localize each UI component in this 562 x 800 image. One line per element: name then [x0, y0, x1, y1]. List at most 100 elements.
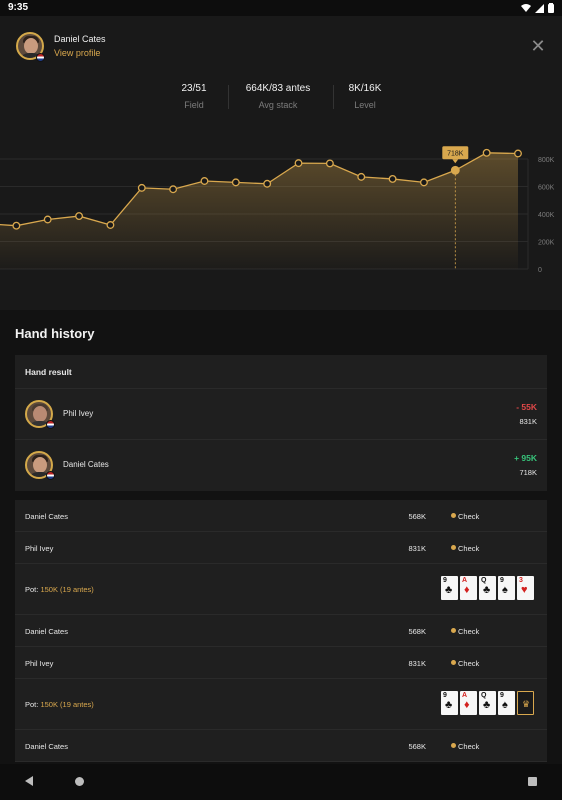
avatar[interactable]	[16, 32, 44, 60]
action-label: Check	[458, 512, 480, 521]
stat-value: 664K/83 antes	[245, 83, 311, 94]
series-line	[0, 152, 519, 227]
card-suit: ♣	[445, 584, 453, 596]
stat-field: 23/51 Field	[149, 83, 239, 110]
data-point[interactable]	[357, 172, 366, 181]
stack-chart: 800K 600K 400K 200K 0 718K	[0, 146, 555, 274]
card-rank: 9	[500, 577, 504, 584]
card-suit: ♦	[464, 699, 470, 711]
result-row[interactable]: Daniel Cates + 95K 718K	[15, 440, 547, 491]
tooltip-pointer	[452, 159, 459, 164]
board-cards: 9 ♣ A ♦ Q ♣ 9 ♠ ♛	[441, 691, 534, 715]
action-dot-icon	[451, 660, 456, 665]
card-suit: ♣	[445, 699, 453, 711]
status-time: 9:35	[8, 2, 29, 13]
data-point[interactable]	[450, 165, 460, 175]
card-rank: 9	[443, 577, 447, 584]
signal-icon	[535, 3, 544, 13]
home-icon[interactable]	[75, 777, 84, 786]
close-icon: ✕	[530, 36, 546, 56]
card-rank: A	[462, 692, 468, 699]
hand-result-header: Hand result	[15, 355, 547, 389]
data-point[interactable]	[482, 148, 491, 157]
pot-value: 150K (19 antes)	[40, 700, 94, 709]
action-dot-icon	[451, 628, 456, 633]
hand-history-title: Hand history	[15, 326, 95, 341]
data-point[interactable]	[514, 149, 522, 158]
status-bar: 9:35	[0, 0, 562, 16]
avatar	[25, 451, 53, 479]
flag-icon	[46, 471, 55, 480]
player-name: Daniel Cates	[25, 512, 68, 521]
stack-amount: 568K	[408, 627, 426, 636]
data-point[interactable]	[231, 178, 240, 187]
card-rank: 9	[500, 692, 504, 699]
data-point[interactable]	[169, 185, 178, 194]
action-row: Daniel Cates 568K Check	[15, 500, 547, 532]
data-point[interactable]	[325, 159, 334, 168]
data-point[interactable]	[263, 179, 272, 188]
playing-card: 9 ♠	[498, 576, 515, 600]
data-point[interactable]	[419, 178, 428, 187]
playing-card: 3 ♥	[517, 576, 534, 600]
battery-icon	[548, 3, 554, 13]
data-point[interactable]	[75, 212, 84, 221]
data-point[interactable]	[200, 177, 209, 185]
pot-value: 150K (19 antes)	[40, 585, 94, 594]
stat-value: 8K/16K	[348, 83, 382, 94]
status-icons	[521, 3, 554, 13]
stat-value: 23/51	[181, 83, 207, 94]
action-row: Daniel Cates 568K Check	[15, 615, 547, 647]
user-name: Daniel Cates	[54, 34, 106, 44]
divider	[333, 85, 334, 109]
stat-level: 8K/16K Level	[320, 83, 410, 110]
playing-card: 9 ♠	[498, 691, 515, 715]
action-row: Phil Ivey 831K Check	[15, 647, 547, 679]
player-name: Phil Ivey	[25, 659, 54, 668]
data-point[interactable]	[388, 174, 397, 183]
value-tooltip	[442, 146, 469, 160]
action-dot-icon	[451, 743, 456, 748]
recents-icon[interactable]	[528, 777, 537, 786]
back-icon[interactable]	[25, 776, 33, 786]
area-fill	[0, 152, 518, 269]
data-point[interactable]	[106, 221, 115, 229]
crown-icon: ♛	[522, 699, 531, 709]
wifi-icon	[521, 3, 531, 12]
data-point[interactable]	[137, 183, 146, 192]
chip-delta: - 55K	[516, 402, 537, 412]
data-point[interactable]	[12, 221, 21, 230]
divider	[228, 85, 229, 109]
stack-amount: 831K	[408, 659, 426, 668]
actions-card: Daniel Cates 568K Check Phil Ivey 831K C…	[15, 500, 547, 762]
card-rank: 3	[519, 577, 523, 584]
player-name: Daniel Cates	[25, 627, 68, 636]
action-label: Check	[458, 544, 480, 553]
playing-card: 9 ♣	[441, 576, 458, 600]
data-point[interactable]	[43, 215, 52, 224]
flag-icon	[36, 53, 45, 62]
close-button[interactable]: ✕	[528, 36, 548, 56]
card-rank: Q	[481, 692, 487, 699]
chip-delta: + 95K	[514, 453, 537, 463]
chip-stack: 831K	[519, 417, 537, 426]
view-profile-link[interactable]: View profile	[54, 48, 101, 58]
stat-label: Field	[184, 100, 204, 110]
player-name: Daniel Cates	[25, 742, 68, 751]
y-tick-label: 600K	[538, 185, 555, 192]
pot-label: Pot: 150K (19 antes)	[25, 700, 94, 709]
stat-label: Level	[354, 100, 376, 110]
y-tick-label: 0	[538, 267, 542, 274]
hidden-card: ♛	[517, 691, 534, 715]
stack-amount: 831K	[408, 544, 426, 553]
playing-card: 9 ♣	[441, 691, 458, 715]
data-point[interactable]	[294, 159, 303, 168]
player-name: Phil Ivey	[63, 409, 94, 418]
result-row[interactable]: Phil Ivey - 55K 831K	[15, 389, 547, 440]
player-name: Daniel Cates	[63, 460, 109, 469]
action-dot-icon	[451, 513, 456, 518]
card-rank: 9	[443, 692, 447, 699]
action-label: Check	[458, 659, 480, 668]
tooltip-label: 718K	[447, 150, 464, 157]
action-row: Phil Ivey 831K Check	[15, 532, 547, 564]
